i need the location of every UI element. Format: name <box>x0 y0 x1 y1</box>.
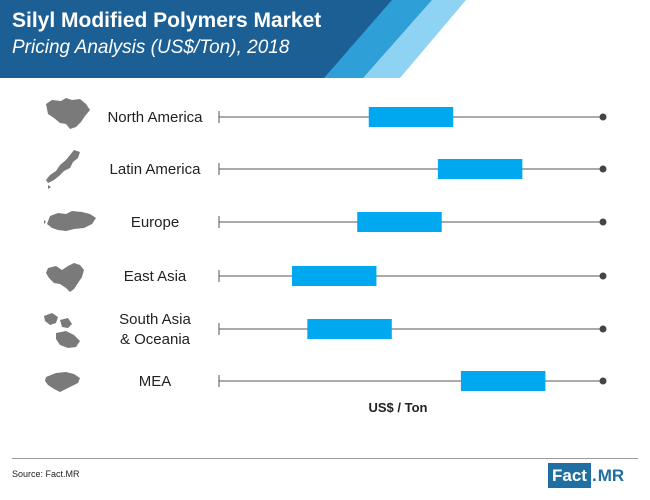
header-stripe-dark <box>0 0 392 78</box>
north-america-map-icon <box>46 98 90 129</box>
x-axis-label: US$ / Ton <box>369 400 428 415</box>
chart-row: North America <box>107 107 607 127</box>
chart-row: Latin America <box>110 159 607 179</box>
range-bar <box>307 319 392 339</box>
row-axis-end-dot <box>599 165 607 173</box>
chart-subtitle: Pricing Analysis (US$/Ton), 2018 <box>12 37 290 58</box>
latin-america-map-icon <box>46 150 80 189</box>
logo-dot-text: . <box>591 466 597 485</box>
category-label: Europe <box>131 214 179 231</box>
east-asia-map-icon <box>46 263 84 292</box>
range-bar <box>368 107 454 127</box>
header-banner <box>0 0 466 78</box>
south-asia-oceania-map-icon <box>44 313 80 348</box>
chart-row: Europe <box>131 212 607 232</box>
row-axis-end-dot <box>599 272 607 280</box>
row-axis-end-dot <box>599 325 607 333</box>
row-axis-end-dot <box>599 377 607 385</box>
range-bar <box>460 371 546 391</box>
chart-title: Silyl Modified Polymers Market <box>12 9 322 32</box>
category-label: South Asia & Oceania <box>119 311 191 348</box>
europe-map-icon <box>44 211 96 231</box>
chart-row: MEA <box>139 371 607 391</box>
logo-fact-text: Fact <box>548 463 591 488</box>
category-label: North America <box>107 109 203 126</box>
range-bar <box>291 266 377 286</box>
region-icons <box>44 98 96 392</box>
footer-divider <box>12 458 638 459</box>
source-note: Source: Fact.MR <box>12 469 80 479</box>
mea-map-icon <box>45 372 80 392</box>
chart-row: East Asia <box>124 266 607 286</box>
range-bar <box>437 159 523 179</box>
row-axis-end-dot <box>599 218 607 226</box>
row-axis-end-dot <box>599 113 607 121</box>
chart-rows: North America Latin America Europe East Asi… <box>107 107 607 391</box>
category-label: Latin America <box>110 161 202 178</box>
category-label: MEA <box>139 373 172 390</box>
range-bar <box>357 212 442 232</box>
category-label: East Asia <box>124 268 187 285</box>
logo-mr-text: MR <box>597 466 625 485</box>
factmr-logo: Fact . MR <box>548 463 624 488</box>
chart-row: South Asia & Oceania <box>119 311 607 348</box>
